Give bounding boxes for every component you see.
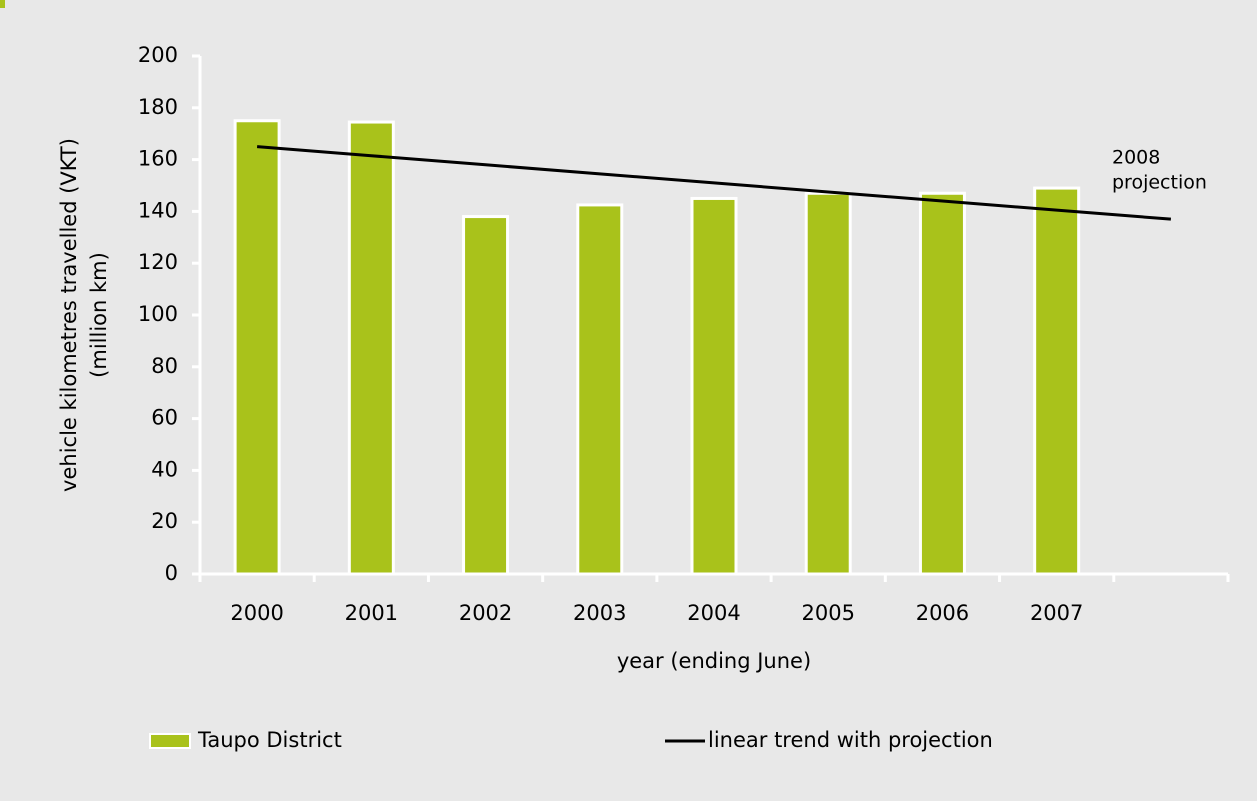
- y-tick-label: 0: [165, 561, 178, 585]
- legend-label: linear trend with projection: [708, 728, 993, 752]
- legend-label: Taupo District: [197, 728, 342, 752]
- x-axis-title: year (ending June): [617, 649, 811, 673]
- y-tick-label: 20: [151, 509, 178, 533]
- trend-line: [256, 145, 1172, 221]
- bar: [462, 215, 510, 576]
- y-tick-label: 180: [138, 95, 178, 119]
- annotation: projection: [1112, 172, 1207, 194]
- x-tick-label: 2001: [345, 601, 398, 625]
- y-axis-title: vehicle kilometres travelled (VKT): [57, 138, 81, 492]
- y-tick-label: 40: [151, 457, 178, 481]
- corner-mark: [0, 0, 5, 8]
- y-tick-label: 160: [138, 147, 178, 171]
- x-tick-label: 2003: [573, 601, 626, 625]
- x-tick-label: 2006: [916, 601, 969, 625]
- y-tick-label: 60: [151, 406, 178, 430]
- legend-swatch: [149, 733, 191, 749]
- x-tick-label: 2004: [687, 601, 740, 625]
- x-tick-label: 2007: [1030, 601, 1083, 625]
- x-tick-label: 2002: [459, 601, 512, 625]
- y-tick-label: 200: [138, 43, 178, 67]
- x-tick-label: 2000: [230, 601, 283, 625]
- bar: [1033, 186, 1081, 576]
- bar: [918, 191, 966, 576]
- y-axis-title: (million km): [87, 252, 111, 378]
- bar: [576, 203, 624, 576]
- bar: [804, 191, 852, 576]
- annotation: 2008: [1112, 147, 1160, 169]
- y-tick-label: 80: [151, 354, 178, 378]
- y-tick-label: 100: [138, 302, 178, 326]
- bar: [690, 196, 738, 576]
- y-tick-label: 140: [138, 198, 178, 222]
- bar: [347, 120, 395, 576]
- y-tick-label: 120: [138, 250, 178, 274]
- bar: [233, 119, 281, 576]
- x-tick-label: 2005: [801, 601, 854, 625]
